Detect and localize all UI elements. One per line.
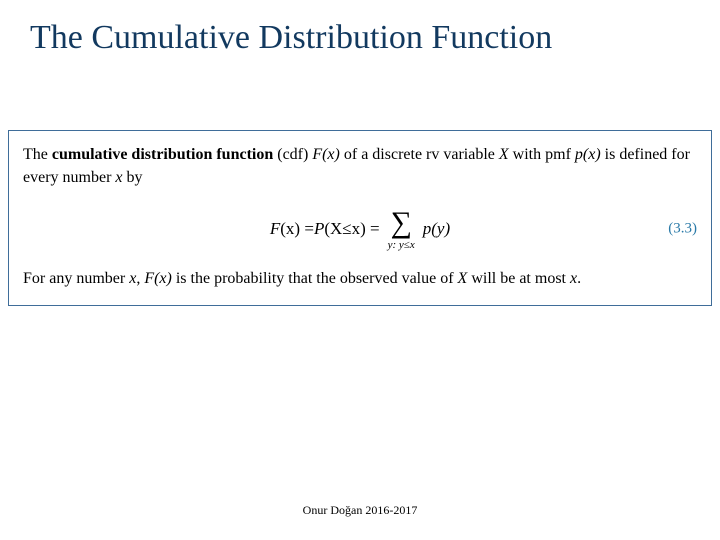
eq-p-close: x) = [352, 219, 380, 239]
page-title: The Cumulative Distribution Function [30, 18, 690, 57]
eq-leq: ≤ [342, 219, 351, 239]
math-Fx: F(x) [144, 270, 172, 287]
text: The [23, 146, 52, 163]
equation: F(x) = P(X ≤ x) = ∑ y: y≤x p(y) [270, 208, 450, 251]
text: (cdf) [277, 146, 312, 163]
summation: ∑ y: y≤x [388, 208, 415, 251]
text: with pmf [509, 146, 575, 163]
eq-P: P [314, 219, 324, 239]
text: of a discrete rv variable [340, 146, 499, 163]
eq-F: F [270, 219, 280, 239]
eq-py: p(y) [423, 219, 450, 239]
sigma-icon: ∑ [390, 208, 411, 238]
equation-number: (3.3) [668, 221, 697, 238]
text: will be at most [467, 270, 570, 287]
math-X: X [499, 146, 509, 163]
math-X: X [458, 270, 468, 287]
eq-p-open: (X [324, 219, 342, 239]
math-Fx: F(x) [312, 146, 340, 163]
term-cdf: cumulative distribution function [52, 146, 277, 163]
math-x: x [115, 169, 122, 186]
text: For any number [23, 270, 129, 287]
equation-row: F(x) = P(X ≤ x) = ∑ y: y≤x p(y) (3.3) [23, 199, 697, 259]
sum-bound: y: y≤x [388, 240, 415, 251]
definition-box: The cumulative distribution function (cd… [8, 130, 712, 306]
definition-line-2: For any number x, F(x) is the probabilit… [23, 267, 697, 290]
footer-credit: Onur Doğan 2016-2017 [0, 503, 720, 518]
eq-lhs: (x) = [280, 219, 314, 239]
slide: The Cumulative Distribution Function The… [0, 0, 720, 540]
text: is the probability that the observed val… [172, 270, 458, 287]
definition-line-1: The cumulative distribution function (cd… [23, 143, 697, 189]
text: by [123, 169, 143, 186]
text: . [577, 270, 581, 287]
math-px: p(x) [575, 146, 601, 163]
